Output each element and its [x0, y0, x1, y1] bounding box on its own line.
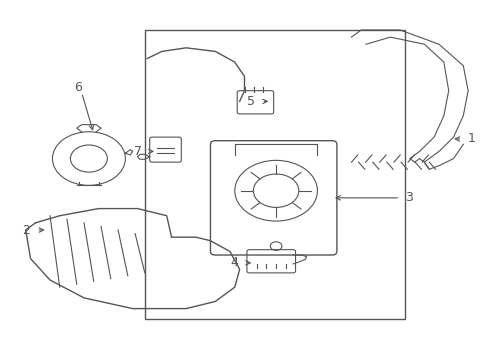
Text: 7: 7 [134, 145, 142, 158]
Bar [144, 30, 404, 319]
Text: 4: 4 [230, 256, 238, 269]
Text: 3: 3 [404, 192, 412, 204]
Text: 2: 2 [21, 224, 30, 237]
Text: 5: 5 [247, 95, 255, 108]
Text: 6: 6 [74, 81, 82, 94]
Text: 1: 1 [467, 132, 475, 145]
